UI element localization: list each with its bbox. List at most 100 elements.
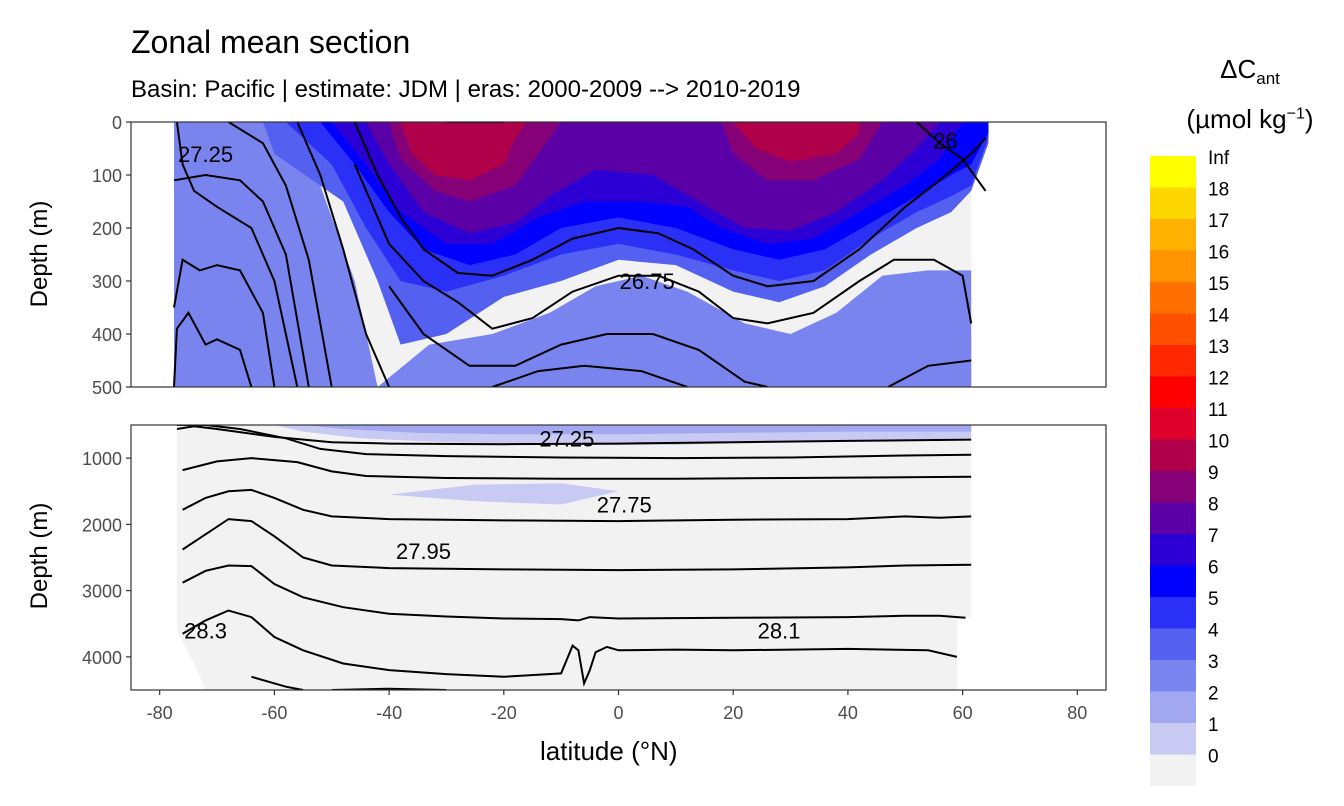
isopycnal-label: 27.95	[396, 539, 451, 564]
y-tick-label: 300	[92, 272, 122, 292]
isopycnal-line	[296, 122, 391, 387]
isopycnal-label: 27.25	[539, 426, 594, 451]
legend-swatch	[1150, 282, 1196, 314]
isopycnal-line	[182, 457, 972, 480]
legend-label: 2	[1208, 684, 1219, 705]
legend-label: 9	[1208, 463, 1219, 484]
legend-label: 13	[1208, 337, 1229, 358]
field-band-1	[389, 483, 619, 505]
x-tick-label: -60	[261, 703, 287, 723]
y-tick-label: 200	[92, 219, 122, 239]
isopycnal-line	[182, 488, 972, 523]
legend-label: 17	[1208, 211, 1229, 232]
y-tick-label: 3000	[82, 582, 122, 602]
x-tick-label: -80	[147, 703, 173, 723]
legend-label: 12	[1208, 369, 1229, 390]
legend-label: 10	[1208, 432, 1229, 453]
legend-swatch	[1150, 691, 1196, 723]
y-tick-label: 400	[92, 325, 122, 345]
isopycnal-line	[182, 518, 972, 572]
legend-title: ΔCant	[1220, 54, 1280, 89]
legend-swatch	[1150, 408, 1196, 440]
lower-field: 27.25 27.75 27.95 28.3 28.1	[176, 425, 972, 690]
y-tick-label: 500	[92, 378, 122, 398]
isopycnal-label: 26.75	[620, 269, 675, 294]
legend-label: 7	[1208, 526, 1219, 547]
legend-label: 3	[1208, 652, 1219, 673]
legend-unit: (µmol kg−1)	[1186, 104, 1314, 134]
legend-label: 8	[1208, 495, 1219, 516]
legend-swatch	[1150, 219, 1196, 251]
isopycnal-line	[176, 425, 972, 460]
isopycnal-label: 28.1	[758, 618, 801, 643]
x-tick-label: 60	[953, 703, 973, 723]
legend-swatch	[1150, 471, 1196, 503]
field-band-0	[176, 425, 972, 690]
isopycnal-line	[353, 164, 973, 330]
isopycnal-line	[182, 609, 958, 687]
isopycnal-line	[173, 258, 276, 387]
legend-swatch	[1150, 628, 1196, 660]
isopycnal-line	[176, 425, 972, 446]
legend-swatch	[1150, 597, 1196, 629]
isopycnal-line	[491, 364, 688, 387]
isopycnal-line	[175, 122, 299, 387]
isopycnal-line	[353, 122, 987, 288]
legend-swatch	[1150, 439, 1196, 471]
legend-swatch	[1150, 376, 1196, 408]
isopycnal-line	[173, 310, 253, 387]
x-tick-label: 0	[613, 703, 623, 723]
isopycnal-line	[887, 359, 972, 387]
y-tick-label: 0	[112, 113, 122, 133]
legend-label: 16	[1208, 243, 1229, 264]
upper-field: 27.25 26.75 26	[173, 122, 989, 387]
field-band-10	[400, 122, 527, 181]
isopycnal-label: 27.75	[597, 493, 652, 518]
legend-swatch	[1150, 754, 1196, 786]
legend-swatch	[1150, 345, 1196, 377]
isopycnal-line	[182, 564, 966, 622]
legend-label: Inf	[1208, 148, 1230, 169]
field-band-3	[174, 122, 972, 387]
legend-label: 14	[1208, 306, 1230, 327]
x-tick-label: 20	[723, 703, 743, 723]
legend-label: 6	[1208, 558, 1219, 579]
chart-subtitle: Basin: Pacific | estimate: JDM | eras: 2…	[131, 76, 801, 103]
legend-swatch	[1150, 565, 1196, 597]
legend-label: 4	[1208, 621, 1219, 642]
field-band-2	[303, 425, 972, 435]
isopycnal-label: 28.3	[184, 618, 227, 643]
legend-swatch	[1150, 313, 1196, 345]
x-tick-label: -40	[376, 703, 402, 723]
x-tick-label: 80	[1067, 703, 1087, 723]
isopycnal-line	[916, 122, 987, 192]
isopycnal-line	[173, 173, 310, 387]
y-tick-label: 2000	[82, 515, 122, 535]
legend-swatch	[1150, 534, 1196, 566]
isopycnal-label: 27.25	[178, 142, 233, 167]
y-tick-label: 4000	[82, 648, 122, 668]
legend-swatch	[1150, 250, 1196, 282]
legend-label: 11	[1208, 400, 1228, 421]
legend-swatch	[1150, 723, 1196, 755]
legend-swatch	[1150, 156, 1196, 188]
legend-swatch	[1150, 502, 1196, 534]
legend-label: 15	[1208, 274, 1229, 295]
legend-label: 18	[1208, 180, 1229, 201]
x-tick-label: -20	[491, 703, 517, 723]
isopycnal-label: 26	[933, 129, 957, 154]
y-tick-label: 1000	[82, 449, 122, 469]
y-tick-label: 100	[92, 166, 122, 186]
field-band-10	[733, 122, 860, 162]
panel-border-upper	[130, 121, 1107, 388]
legend-label: 1	[1208, 715, 1219, 736]
legend-swatch	[1150, 187, 1196, 219]
legend-swatch	[1150, 660, 1196, 692]
isopycnal-line	[388, 285, 768, 387]
isopycnal-line	[251, 675, 304, 690]
isopycnal-line	[227, 122, 333, 387]
legend-label: 0	[1208, 747, 1219, 768]
legend-label: 5	[1208, 589, 1219, 610]
x-axis-label: latitude (°N)	[540, 736, 678, 766]
